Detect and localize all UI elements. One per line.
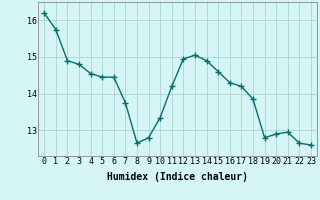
X-axis label: Humidex (Indice chaleur): Humidex (Indice chaleur) [107,172,248,182]
